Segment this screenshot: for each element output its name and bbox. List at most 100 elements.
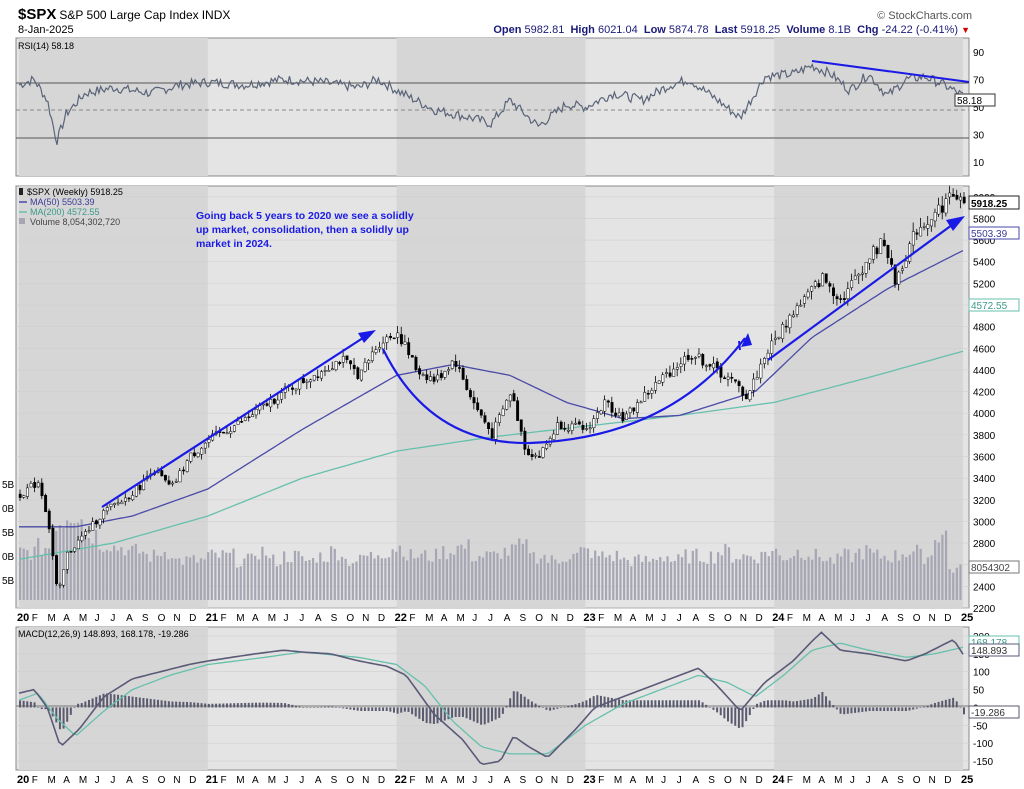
- x-axis-label: S: [331, 775, 338, 786]
- volume-bar: [832, 563, 835, 600]
- volume-bar: [315, 562, 318, 600]
- candle-body: [516, 400, 520, 421]
- rsi-tick-label: 90: [973, 48, 985, 59]
- candle-body: [614, 412, 618, 416]
- candle-body: [327, 370, 331, 372]
- candle-body: [109, 503, 113, 507]
- volume-bar: [648, 561, 651, 600]
- candle-body: [897, 271, 901, 285]
- rsi-tick-label: 10: [973, 158, 985, 169]
- histogram-bar: [944, 699, 947, 708]
- price-tick-label: 4000: [973, 409, 996, 420]
- histogram-bar: [447, 707, 450, 720]
- histogram-bar: [556, 707, 559, 709]
- histogram-bar: [541, 707, 544, 708]
- volume-bar: [778, 555, 781, 600]
- volume-bar: [373, 558, 376, 600]
- candle-body: [715, 361, 719, 369]
- histogram-bar: [795, 701, 798, 708]
- volume-bar: [141, 551, 145, 600]
- volume-bar: [579, 547, 582, 600]
- volume-bar: [496, 553, 499, 600]
- histogram-bar: [26, 701, 29, 708]
- volume-bar: [170, 558, 174, 600]
- hist-value-box: [968, 705, 1020, 719]
- histogram-bar: [418, 707, 421, 719]
- volume-bar: [572, 553, 575, 600]
- histogram-bar: [494, 707, 497, 720]
- x-axis-label: N: [173, 775, 180, 786]
- histogram-bar: [578, 703, 581, 708]
- candle-body: [29, 483, 33, 488]
- candle-body: [84, 531, 88, 536]
- volume-bar: [937, 542, 940, 600]
- x-axis-label: A: [818, 775, 825, 786]
- histogram-bar: [247, 702, 250, 708]
- volume-bar: [706, 563, 709, 600]
- candle-body: [853, 275, 857, 280]
- candle-body: [483, 415, 487, 423]
- histogram-bar: [625, 700, 628, 708]
- histogram-bar: [505, 706, 508, 708]
- volume-bar: [73, 523, 76, 600]
- histogram-bar: [668, 700, 671, 708]
- volume-bar: [800, 557, 803, 600]
- histogram-bar: [461, 707, 464, 717]
- histogram-bar: [843, 707, 846, 715]
- volume-bar: [275, 566, 278, 600]
- volume-bar: [698, 561, 702, 600]
- x-axis-label: J: [95, 613, 100, 624]
- candle-body: [588, 427, 592, 430]
- x-axis-label: M: [614, 613, 622, 624]
- histogram-bar: [545, 707, 548, 710]
- x-axis-label: 23: [583, 612, 595, 624]
- candle-body: [316, 376, 320, 378]
- volume-bar: [333, 548, 336, 600]
- volume-bar: [955, 567, 958, 600]
- candle-body: [530, 454, 534, 457]
- histogram-bar: [639, 700, 642, 708]
- candle-body: [773, 337, 777, 340]
- histogram-bar: [131, 696, 134, 708]
- candle-body: [203, 442, 207, 449]
- volume-bar: [742, 554, 745, 600]
- candle-body: [472, 397, 476, 404]
- volume-bar: [767, 556, 770, 600]
- macd-tick-label: -150: [973, 757, 993, 768]
- x-axis-label: M: [457, 775, 465, 786]
- volume-bar: [264, 555, 268, 600]
- chg-label: Chg: [857, 24, 879, 36]
- x-axis-label: M: [79, 775, 87, 786]
- volume-bar: [565, 561, 568, 600]
- down-arrow-icon: ▼: [961, 25, 970, 35]
- rsi-tick-label: 50: [973, 103, 985, 114]
- legend-volume: Volume 8,054,302,720: [30, 217, 120, 227]
- year-band: [396, 186, 586, 608]
- candle-body: [171, 482, 175, 485]
- candle-body: [904, 260, 908, 268]
- histogram-bar: [687, 700, 690, 708]
- rsi-pane: 90 70 50 30 10 58.18 RSI(14) 58.18: [15, 37, 996, 177]
- histogram-bar: [225, 703, 228, 708]
- histogram-bar: [66, 707, 69, 722]
- volume-bar: [590, 558, 593, 600]
- open-label: Open: [493, 24, 522, 36]
- rsi-last-box: [954, 93, 996, 107]
- volume-tick-label: 5B: [2, 576, 15, 587]
- x-axis-label: A: [693, 775, 700, 786]
- volume-bar: [934, 540, 937, 600]
- histogram-bar: [589, 698, 592, 708]
- volume-bar: [633, 556, 637, 600]
- candle-body: [893, 264, 897, 285]
- histogram-bar: [861, 707, 864, 712]
- volume-bar: [311, 558, 315, 600]
- volume-bar: [102, 551, 105, 600]
- x-axis-label: M: [268, 613, 276, 624]
- volume-bar: [518, 538, 521, 600]
- histogram-bar: [516, 691, 519, 708]
- histogram-bar: [389, 707, 392, 712]
- histogram-bar: [839, 707, 842, 714]
- x-axis-label: N: [551, 775, 558, 786]
- volume-bar: [26, 550, 29, 600]
